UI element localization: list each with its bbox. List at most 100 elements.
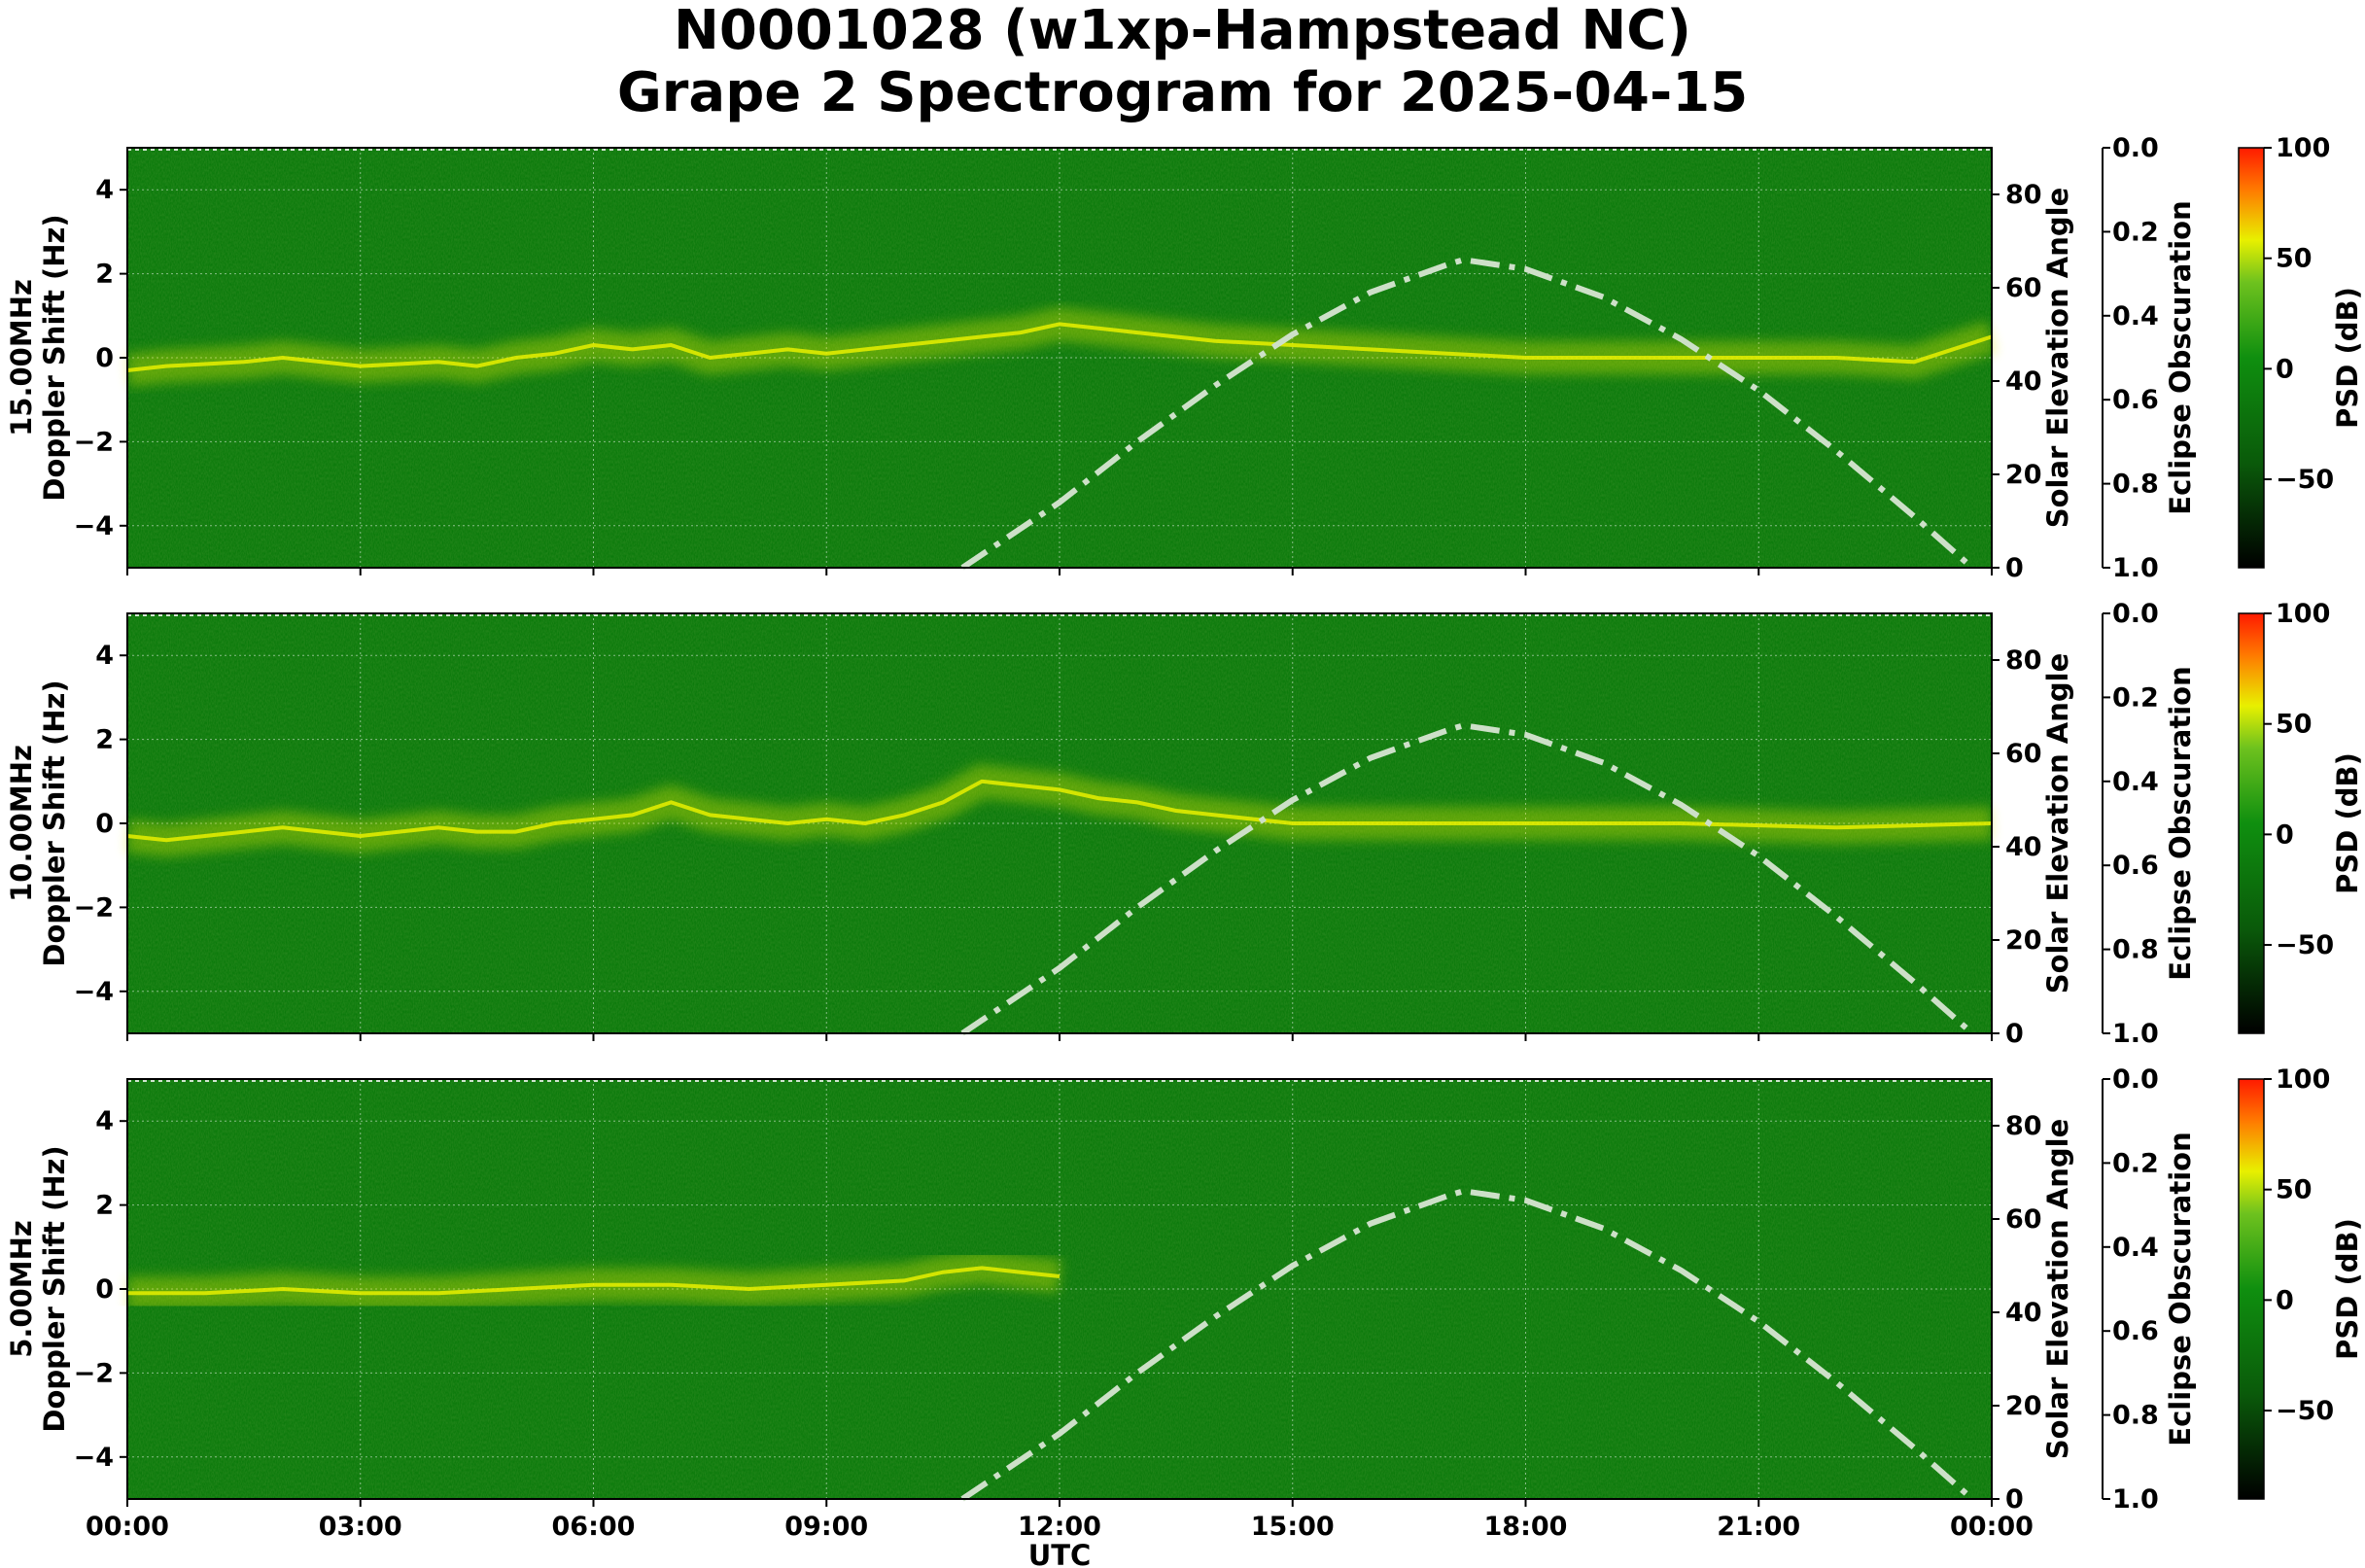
colorbar-tick-label: 50 [2276, 710, 2313, 740]
eclipse-obscuration-label: Eclipse Obscuration [2164, 666, 2197, 980]
colorbar-tick-label: 50 [2276, 244, 2313, 274]
colorbar-tick-label: 0 [2276, 819, 2294, 850]
eclipse-tick-label: 0.0 [2112, 1064, 2159, 1095]
solar-tick-label: 20 [2005, 1391, 2042, 1421]
psd-label: PSD (dB) [2331, 1218, 2364, 1360]
solar-tick-label: 40 [2005, 366, 2042, 397]
doppler-label: Doppler Shift (Hz) [38, 679, 71, 966]
title-line-1: N0001028 (w1xp-Hampstead NC) [674, 0, 1691, 62]
y-tick-label: −2 [74, 892, 114, 923]
eclipse-tick-label: 0.6 [2112, 385, 2159, 415]
x-axis: 00:00 03:00 06:00 09:00 12:00 15:00 18:00 21:00… [86, 1512, 2034, 1568]
signal-trace [126, 322, 1993, 372]
eclipse-tick-label: 0.8 [2112, 1401, 2159, 1431]
x-tick-label: 00:00 [1950, 1512, 2034, 1542]
doppler-label: Doppler Shift (Hz) [38, 214, 71, 501]
psd-colorbar [2238, 147, 2265, 569]
colorbar-tick-label: 100 [2276, 133, 2330, 163]
x-tick-label: 18:00 [1484, 1512, 1568, 1542]
panel-15-00MHz: 420−2−415.00MHz Doppler Shift (Hz)0204060… [5, 133, 2364, 583]
y-tick-label: 4 [95, 641, 114, 671]
colorbar-tick-label: 50 [2276, 1175, 2313, 1205]
eclipse-tick-label: 1.0 [2112, 1484, 2159, 1515]
solar-tick-label: 40 [2005, 1298, 2042, 1328]
y-tick-label: 2 [95, 260, 114, 290]
y-tick-label: −4 [74, 977, 114, 1007]
eclipse-tick-label: 1.0 [2112, 1019, 2159, 1049]
eclipse-tick-label: 0.8 [2112, 470, 2159, 500]
psd-label: PSD (dB) [2331, 752, 2364, 894]
psd-colorbar [2238, 612, 2265, 1034]
eclipse-tick-label: 0.4 [2112, 1233, 2159, 1263]
x-tick-label: 00:00 [86, 1512, 169, 1542]
solar-elevation-label: Solar Elevation Angle [2041, 1119, 2074, 1460]
colorbar-tick-label: 0 [2276, 354, 2294, 384]
band-label: 5.00MHz [5, 1220, 38, 1358]
band-label: 15.00MHz [5, 279, 38, 436]
panel-10-00MHz: 420−2−410.00MHz Doppler Shift (Hz)0204060… [5, 599, 2364, 1049]
title-line-2: Grape 2 Spectrogram for 2025-04-15 [616, 61, 1749, 124]
y-tick-label: −4 [74, 511, 114, 541]
y-tick-label: −2 [74, 427, 114, 457]
psd-colorbar [2238, 1078, 2265, 1500]
eclipse-tick-label: 0.6 [2112, 851, 2159, 881]
solar-tick-label: 80 [2005, 1111, 2042, 1141]
signal-trace [126, 779, 1993, 843]
y-tick-label: 4 [95, 1106, 114, 1136]
x-tick-label: 21:00 [1717, 1512, 1800, 1542]
y-axis-label: 5.00MHz Doppler Shift (Hz) [5, 1145, 71, 1432]
solar-tick-label: 0 [2005, 1019, 2024, 1049]
colorbar-tick-label: 100 [2276, 1064, 2330, 1095]
y-tick-label: 4 [95, 175, 114, 205]
psd-label: PSD (dB) [2331, 287, 2364, 429]
y-axis-label: 10.00MHz Doppler Shift (Hz) [5, 679, 71, 966]
panel-5-00MHz: 420−2−45.00MHz Doppler Shift (Hz)02040608… [5, 1064, 2364, 1515]
x-axis-label: UTC [1028, 1539, 1092, 1568]
band-label: 10.00MHz [5, 745, 38, 902]
eclipse-obscuration-label: Eclipse Obscuration [2164, 200, 2197, 514]
solar-elevation-label: Solar Elevation Angle [2041, 653, 2074, 994]
solar-tick-label: 20 [2005, 460, 2042, 490]
solar-tick-label: 60 [2005, 273, 2042, 303]
colorbar-tick-label: −50 [2276, 1396, 2334, 1426]
solar-tick-label: 80 [2005, 645, 2042, 676]
y-tick-label: 2 [95, 725, 114, 755]
solar-elevation-label: Solar Elevation Angle [2041, 188, 2074, 529]
eclipse-tick-label: 0.8 [2112, 935, 2159, 965]
solar-tick-label: 20 [2005, 925, 2042, 956]
eclipse-tick-label: 0.0 [2112, 133, 2159, 163]
doppler-label: Doppler Shift (Hz) [38, 1145, 71, 1432]
x-tick-label: 03:00 [319, 1512, 402, 1542]
y-tick-label: −2 [74, 1358, 114, 1388]
x-tick-label: 06:00 [552, 1512, 636, 1542]
solar-tick-label: 0 [2005, 1484, 2024, 1515]
solar-tick-label: 0 [2005, 553, 2024, 583]
signal-trace [127, 1266, 1061, 1296]
eclipse-tick-label: 0.4 [2112, 767, 2159, 797]
solar-elevation-curve [960, 722, 1974, 1036]
y-tick-label: 0 [95, 1274, 114, 1305]
x-tick-label: 12:00 [1018, 1512, 1101, 1542]
eclipse-obscuration-label: Eclipse Obscuration [2164, 1132, 2197, 1446]
eclipse-tick-label: 0.0 [2112, 599, 2159, 629]
y-tick-label: 0 [95, 809, 114, 839]
solar-tick-label: 60 [2005, 1204, 2042, 1235]
eclipse-tick-label: 0.2 [2112, 682, 2159, 713]
eclipse-tick-label: 0.2 [2112, 1148, 2159, 1178]
x-tick-label: 09:00 [784, 1512, 868, 1542]
colorbar-tick-label: 100 [2276, 599, 2330, 629]
x-tick-label: 15:00 [1251, 1512, 1335, 1542]
solar-tick-label: 60 [2005, 739, 2042, 769]
colorbar-tick-label: −50 [2276, 930, 2334, 960]
figure-title: N0001028 (w1xp-Hampstead NC) Grape 2 Spe… [0, 0, 2365, 124]
y-tick-label: −4 [74, 1443, 114, 1473]
solar-elevation-curve [960, 1188, 1974, 1502]
y-tick-label: 0 [95, 343, 114, 373]
y-tick-label: 2 [95, 1191, 114, 1221]
solar-tick-label: 80 [2005, 180, 2042, 210]
eclipse-tick-label: 0.2 [2112, 217, 2159, 247]
y-axis-label: 15.00MHz Doppler Shift (Hz) [5, 214, 71, 501]
colorbar-tick-label: 0 [2276, 1285, 2294, 1315]
colorbar-tick-label: −50 [2276, 465, 2334, 495]
